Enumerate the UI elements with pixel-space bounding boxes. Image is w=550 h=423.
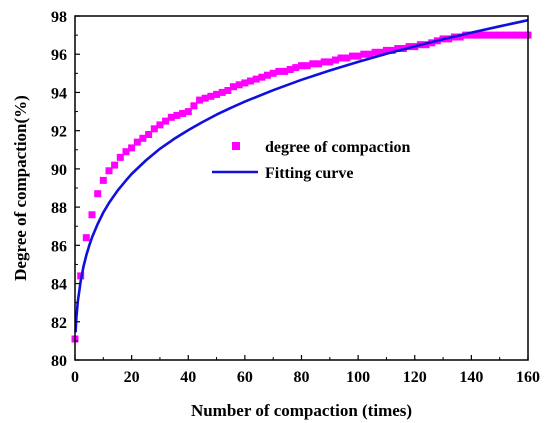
data-point	[173, 111, 181, 119]
x-axis-label: Number of compaction (times)	[191, 401, 412, 420]
x-tick-label: 40	[180, 369, 196, 386]
data-point	[116, 153, 124, 161]
data-point	[82, 234, 90, 242]
data-point	[99, 176, 107, 184]
data-point	[326, 58, 334, 66]
data-point	[252, 75, 260, 83]
data-point	[224, 87, 232, 94]
data-point	[281, 67, 288, 75]
x-tick-label: 0	[71, 369, 79, 386]
data-point	[145, 131, 153, 138]
data-point	[218, 88, 226, 96]
data-point	[303, 62, 311, 70]
x-tick-label: 160	[516, 369, 540, 386]
data-point	[490, 31, 498, 39]
data-point	[496, 31, 504, 39]
y-axis-label: Degree of compaction(%)	[11, 95, 30, 281]
data-point	[298, 62, 305, 70]
data-point	[507, 31, 515, 39]
legend-label-fitting-curve: Fitting curve	[265, 165, 353, 182]
data-point	[365, 50, 373, 58]
data-point	[213, 90, 221, 98]
data-point	[354, 52, 362, 60]
data-point	[394, 45, 402, 52]
y-tick-label: 96	[51, 47, 67, 64]
y-tick-label: 94	[51, 85, 67, 102]
y-tick-label: 92	[51, 124, 67, 141]
data-point	[184, 108, 192, 116]
data-point	[371, 48, 379, 56]
data-point	[241, 79, 249, 87]
data-point	[230, 83, 237, 91]
data-point	[479, 31, 487, 39]
x-tick-label: 60	[237, 369, 253, 386]
y-tick-label: 90	[51, 162, 67, 179]
data-point	[196, 96, 204, 104]
data-point	[258, 73, 266, 81]
data-point	[167, 113, 175, 121]
data-point	[377, 48, 385, 56]
data-point	[484, 31, 492, 39]
x-tick-label: 140	[459, 369, 483, 386]
data-point	[467, 31, 475, 39]
y-tick-label: 84	[51, 277, 67, 294]
data-point	[275, 67, 283, 75]
data-point	[388, 46, 396, 54]
data-point	[343, 54, 351, 62]
y-tick-label: 88	[51, 200, 67, 217]
data-point	[513, 31, 521, 39]
data-point	[309, 60, 317, 68]
data-point	[269, 69, 277, 77]
y-tick-label: 82	[51, 315, 67, 332]
y-tick-label: 98	[51, 9, 67, 26]
data-point	[122, 148, 130, 156]
data-point	[139, 134, 147, 142]
data-point	[320, 58, 328, 66]
data-point	[360, 50, 368, 58]
data-point	[207, 92, 215, 100]
data-point	[337, 54, 345, 62]
x-axis: 0 20 40 60 80 100 120 140 160	[71, 355, 540, 386]
data-point	[105, 167, 113, 175]
y-tick-label: 80	[51, 353, 67, 370]
data-point	[473, 31, 481, 39]
data-point	[286, 66, 294, 73]
data-point	[315, 60, 322, 68]
data-point	[382, 46, 390, 54]
data-point	[128, 144, 136, 152]
x-tick-label: 20	[124, 369, 140, 386]
data-point	[94, 190, 102, 198]
legend-marker-degree-of-compaction	[232, 142, 240, 150]
data-point	[332, 56, 339, 64]
data-point	[235, 81, 243, 89]
legend-label-degree-of-compaction: degree of compaction	[265, 139, 411, 156]
data-point	[349, 52, 356, 60]
data-point	[162, 117, 170, 125]
data-point	[264, 71, 271, 79]
x-tick-label: 80	[294, 369, 310, 386]
data-point	[179, 110, 187, 117]
y-tick-label: 86	[51, 238, 67, 255]
fitting-curve-line	[74, 18, 529, 333]
data-point	[190, 102, 198, 110]
data-point	[156, 121, 164, 129]
data-point	[111, 161, 119, 169]
legend: degree of compaction Fitting curve	[212, 139, 411, 182]
data-point	[292, 64, 300, 72]
data-point	[201, 94, 209, 102]
data-point	[456, 33, 464, 41]
data-point	[247, 77, 254, 85]
data-point	[150, 125, 158, 133]
x-tick-label: 120	[403, 369, 427, 386]
x-tick-label: 100	[346, 369, 370, 386]
plot-area	[71, 18, 532, 343]
data-point	[501, 31, 509, 39]
y-axis: 80 82 84 86 88 90 92 94 96 98	[51, 9, 80, 370]
data-point	[88, 211, 96, 219]
data-point	[518, 31, 526, 39]
data-point	[133, 138, 141, 146]
